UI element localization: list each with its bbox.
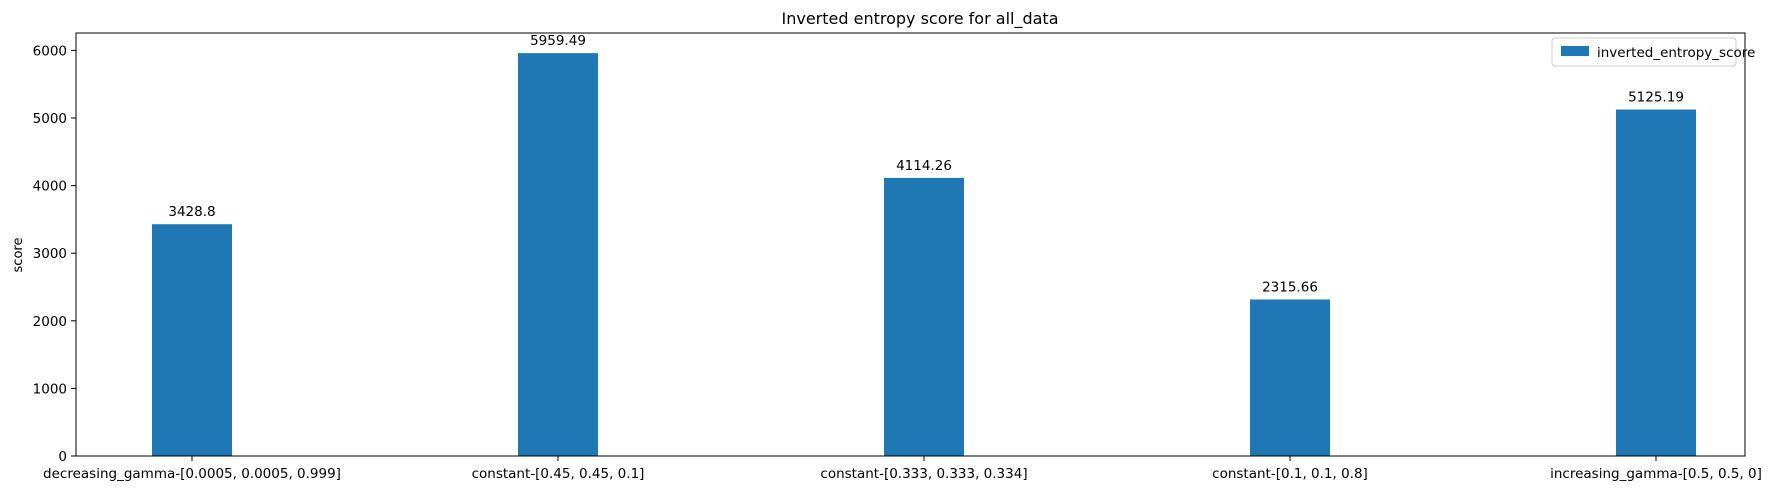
y-tick-label: 0 [58, 449, 67, 465]
bar-value-label: 5125.19 [1628, 90, 1684, 106]
bar [1250, 299, 1330, 456]
legend-box [1551, 37, 1737, 67]
data-labels-layer: 3428.8 5959.49 4114.26 2315.66 5125.19 [168, 33, 1684, 295]
bar-value-label: 3428.8 [168, 204, 215, 220]
bar [884, 177, 964, 457]
y-tick-label: 5000 [33, 111, 67, 127]
bar-value-label: 4114.26 [896, 158, 952, 174]
bar [1616, 109, 1696, 456]
bars-layer [152, 53, 1696, 457]
bar [152, 224, 232, 456]
bar-value-label: 5959.49 [530, 33, 586, 49]
x-tick-label: constant-[0.333, 0.333, 0.334] [820, 466, 1027, 482]
bar [518, 53, 598, 456]
y-tick-label: 6000 [33, 43, 67, 59]
y-tick-label: 2000 [33, 314, 67, 330]
x-tick-label: increasing_gamma-[0.5, 0.5, 0] [1550, 466, 1762, 482]
y-tick-label: 1000 [33, 381, 67, 397]
legend: inverted_entropy_score [1551, 37, 1755, 67]
y-tick-label: 4000 [33, 179, 67, 195]
y-axis-label: score [11, 238, 26, 273]
legend-label: inverted_entropy_score [1597, 45, 1755, 61]
x-tick-label: constant-[0.1, 0.1, 0.8] [1212, 466, 1368, 482]
bar-value-label: 2315.66 [1262, 279, 1318, 295]
axes-layer: 0 1000 2000 3000 4000 5000 6000 decreasing_gamm… [33, 32, 1762, 482]
chart-title: Inverted entropy score for all_data [782, 9, 1059, 29]
x-tick-label: constant-[0.45, 0.45, 0.1] [472, 466, 645, 482]
y-tick-label: 3000 [33, 246, 67, 262]
x-tick-label: decreasing_gamma-[0.0005, 0.0005, 0.999] [43, 466, 341, 482]
legend-swatch [1561, 46, 1589, 56]
plot-frame [75, 32, 1746, 457]
